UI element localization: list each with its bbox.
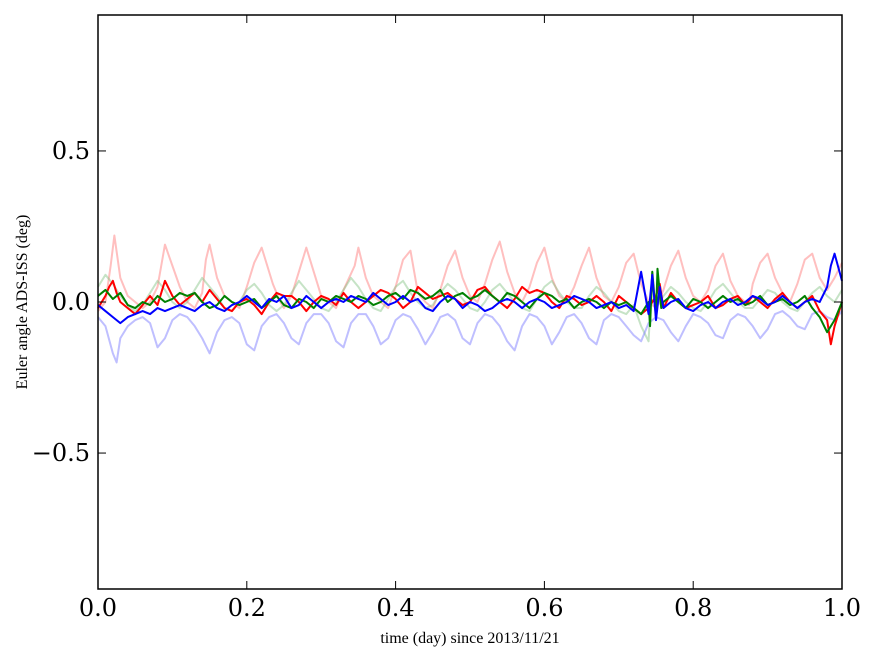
x-tick-label: 0.8 — [674, 594, 712, 622]
x-axis-title: time (day) since 2013/11/21 — [380, 630, 559, 647]
x-tick-label: 0.4 — [377, 594, 415, 622]
series-line-1 — [97, 234, 843, 312]
x-tick-label: 1.0 — [823, 594, 861, 622]
y-tick-label: −0.5 — [32, 439, 90, 467]
series-line-3 — [97, 310, 843, 364]
series-line-6 — [97, 252, 843, 325]
x-tick-label: 0.0 — [79, 594, 117, 622]
series-layer — [97, 234, 843, 364]
y-tick-label: 0.0 — [52, 288, 90, 316]
y-axis-title: Euler angle ADS-ISS (deg) — [14, 215, 31, 390]
series-line-4 — [97, 279, 843, 346]
y-tick-label: 0.5 — [52, 137, 90, 165]
x-tick-label: 0.6 — [525, 594, 563, 622]
series-line-5 — [97, 267, 843, 334]
tick-layer: 0.0 0.2 0.4 0.6 0.8 1.0 0.5 0.0 −0.5 — [32, 15, 861, 622]
x-tick-label: 0.2 — [228, 594, 266, 622]
